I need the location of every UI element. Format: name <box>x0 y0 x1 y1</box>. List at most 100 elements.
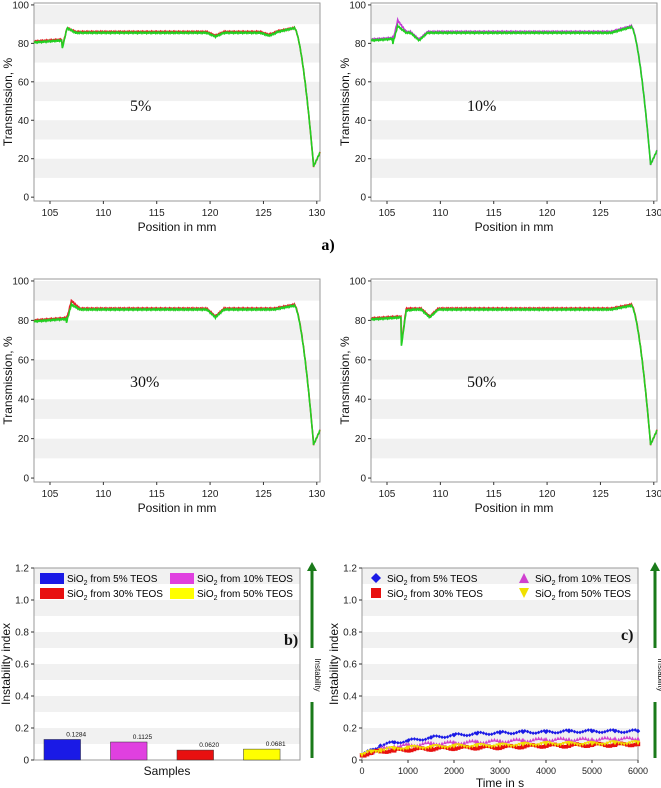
legend-entry: SiO2 from 5% TEOS <box>387 574 478 587</box>
data-point <box>401 740 406 745</box>
data-point <box>412 737 417 741</box>
data-point <box>412 744 417 749</box>
data-point <box>456 732 461 736</box>
data-point <box>440 745 444 750</box>
grid-band <box>362 600 638 616</box>
legend-text-prefix: SiO <box>535 589 552 600</box>
y-axis-label: Transmission, % <box>338 58 352 147</box>
instability-arrow-head <box>307 562 317 571</box>
data-point <box>443 735 447 740</box>
legend-marker <box>371 573 381 583</box>
y-tick-label: 0.2 <box>15 724 29 735</box>
data-point <box>594 742 599 746</box>
data-point <box>558 736 563 740</box>
bar-1 <box>43 739 81 761</box>
data-point <box>409 748 414 753</box>
y-axis-label: Instability index <box>327 623 341 705</box>
data-point-key <box>497 743 503 748</box>
grid-band <box>34 664 300 680</box>
plot-frame <box>33 278 321 483</box>
data-point <box>500 729 505 734</box>
data-point <box>478 742 483 747</box>
data-point <box>445 735 450 739</box>
data-point <box>489 732 494 736</box>
data-point-key <box>635 736 641 741</box>
x-axis-label: Time in s <box>476 776 524 788</box>
grid-band <box>34 359 320 380</box>
bar-4 <box>243 748 281 761</box>
grid-band <box>371 120 657 140</box>
x-tick-label: 120 <box>202 489 219 500</box>
grid-band <box>34 568 300 584</box>
data-point <box>481 731 486 735</box>
data-point <box>448 734 453 738</box>
data-point <box>481 743 486 747</box>
grid-band <box>371 4 657 25</box>
data-point <box>547 741 552 746</box>
data-point <box>423 746 428 751</box>
legend-swatch <box>170 573 194 584</box>
data-point <box>448 739 453 744</box>
data-point <box>401 742 406 746</box>
data-point <box>398 743 403 748</box>
y-axis-label: Instability index <box>0 623 13 705</box>
data-point-key <box>451 744 457 749</box>
data-point <box>445 739 450 744</box>
legend-text-suffix: from 30% TEOS <box>88 589 164 600</box>
y-tick-label: 100 <box>12 276 29 287</box>
data-point <box>531 737 535 742</box>
data-point-key <box>474 743 480 749</box>
data-point <box>514 730 519 735</box>
data-point <box>398 741 403 745</box>
data-point <box>564 737 569 742</box>
data-point-key <box>635 729 641 734</box>
data-point <box>627 735 632 740</box>
data-point <box>423 737 428 742</box>
data-point <box>561 736 566 741</box>
data-point <box>575 737 580 741</box>
y-tick-label: 0.6 <box>15 660 29 671</box>
x-tick-label: 105 <box>379 489 396 500</box>
y-tick-label: 0.4 <box>343 692 357 703</box>
data-point <box>426 747 431 752</box>
y-tick-label: 80 <box>18 316 30 327</box>
legend-text-subscript: 2 <box>214 580 218 587</box>
data-point <box>456 746 461 750</box>
data-point <box>509 744 513 749</box>
x-tick-label: 5000 <box>582 766 602 776</box>
x-axis-label: Position in mm <box>138 501 217 515</box>
data-point <box>608 744 613 748</box>
data-point <box>418 738 422 742</box>
x-tick-label: 3000 <box>490 766 510 776</box>
figure-label-b: b) <box>284 632 298 649</box>
x-tick-label: 125 <box>255 489 272 500</box>
data-point <box>376 750 381 754</box>
data-point <box>564 744 569 749</box>
data-point <box>462 740 466 745</box>
y-tick-label: 80 <box>18 39 30 50</box>
x-tick-label: 120 <box>539 208 556 219</box>
data-point <box>633 742 638 747</box>
data-point-key <box>520 737 526 743</box>
grid-band <box>34 4 320 25</box>
grid-band <box>34 158 320 178</box>
data-point <box>625 730 629 734</box>
y-tick-label: 0 <box>360 474 366 485</box>
y-tick-label: 0.6 <box>343 660 357 671</box>
data-point <box>561 742 566 746</box>
data-point <box>517 745 522 750</box>
data-point <box>478 745 483 750</box>
data-point <box>586 744 591 748</box>
data-point-key <box>378 743 383 748</box>
data-point <box>492 744 497 749</box>
data-point <box>503 740 508 744</box>
data-point <box>534 736 538 741</box>
data-point <box>616 729 621 734</box>
data-point-key <box>474 739 480 744</box>
data-point <box>362 753 367 758</box>
grid-band <box>34 320 320 341</box>
data-point <box>445 746 450 750</box>
data-point <box>420 746 425 751</box>
data-point <box>553 743 557 747</box>
data-point <box>517 729 522 734</box>
